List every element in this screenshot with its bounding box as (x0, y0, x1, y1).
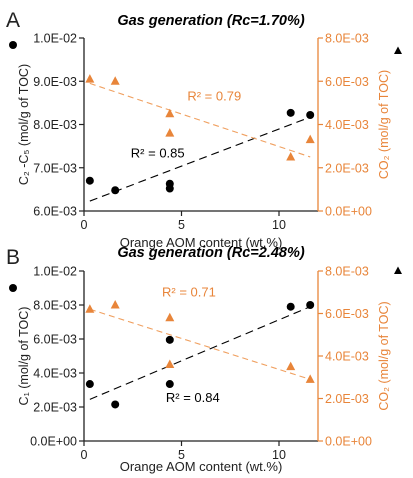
y-tick-label-left: 4.0E-03 (33, 367, 77, 381)
x-tick-label: 0 (81, 448, 88, 462)
y-tick-label-left: 6.0E-03 (33, 333, 77, 347)
y-tick-label-left: 0.0E+00 (30, 435, 77, 449)
right-axis-marker-glyph (394, 46, 402, 54)
data-point-circle (286, 302, 295, 311)
x-tick-label: 0 (81, 218, 88, 232)
y-tick-label-right: 6.0E-03 (325, 307, 369, 321)
x-axis-label: Orange AOM content (wt.%) (120, 459, 283, 474)
y-tick-label-left: 7.0E-03 (33, 161, 77, 175)
x-tick-label: 5 (178, 448, 185, 462)
data-point-triangle (286, 151, 296, 161)
y-tick-label-right: 0.0E+00 (325, 205, 372, 219)
trendline-circle (89, 116, 311, 202)
y-tick-label-right: 4.0E-03 (325, 350, 369, 364)
y-tick-label-right: 2.0E-03 (325, 392, 369, 406)
data-point-circle (85, 176, 94, 185)
data-point-circle (286, 108, 295, 117)
y-axis-label-right: CO₂ (mol/g of TOC) (377, 70, 391, 179)
data-point-triangle (305, 134, 315, 144)
data-point-circle (165, 335, 174, 344)
y-tick-label-right: 8.0E-03 (325, 265, 369, 279)
r2-label-triangle: R² = 0.71 (162, 285, 216, 300)
data-point-circle (306, 301, 315, 309)
y-tick-label-right: 8.0E-03 (325, 32, 369, 46)
y-tick-label-left: 6.0E-03 (33, 205, 77, 219)
y-tick-label-left: 2.0E-03 (33, 401, 77, 415)
chart-panel-a: A Gas generation (Rc=1.70%) 6.0E-03 7.0E-03… (6, 9, 402, 250)
trendline-triangle (89, 82, 311, 158)
data-point-circle (165, 184, 174, 193)
r2-label-circle: R² = 0.84 (166, 390, 220, 405)
r2-label-triangle: R² = 0.79 (187, 89, 241, 104)
data-point-circle (85, 380, 94, 389)
y-axis-label-left: C₁ (mol/g of TOC) (17, 307, 31, 406)
data-point-circle (111, 400, 120, 409)
panel-letter: B (6, 246, 20, 269)
y-tick-label-right: 6.0E-03 (325, 75, 369, 89)
data-point-triangle (85, 74, 95, 83)
y-tick-label-right: 2.0E-03 (325, 161, 369, 175)
data-point-circle (165, 380, 174, 389)
data-point-triangle (305, 374, 315, 383)
right-axis-marker-glyph (394, 266, 402, 274)
trendline-triangle (89, 308, 311, 380)
r2-label-circle: R² = 0.85 (131, 145, 185, 160)
x-tick-label: 10 (272, 218, 286, 232)
data-point-circle (306, 110, 315, 119)
left-axis-marker-glyph (9, 41, 17, 49)
data-point-triangle (165, 359, 175, 368)
chart-panel-b: B Gas generation (Rc=2.48%) 0.0E+00 2.0E-03… (6, 245, 402, 474)
y-tick-label-left: 1.0E-02 (33, 265, 77, 279)
y-tick-label-left: 9.0E-03 (33, 75, 77, 89)
data-point-triangle (110, 300, 120, 309)
y-axis-label-left: C₂ -C₅ (mol/g of TOC) (17, 64, 31, 185)
data-point-triangle (110, 76, 120, 85)
y-tick-label-right: 0.0E+00 (325, 435, 372, 449)
trendline-circle (89, 306, 311, 400)
x-tick-label: 10 (272, 448, 286, 462)
x-axis-label: Orange AOM content (wt.%) (120, 235, 283, 250)
y-tick-label-left: 8.0E-03 (33, 118, 77, 132)
chart-title: Gas generation (Rc=2.48%) (117, 245, 305, 261)
y-tick-label-right: 4.0E-03 (325, 118, 369, 132)
data-point-triangle (165, 108, 175, 118)
y-tick-label-left: 8.0E-03 (33, 299, 77, 313)
y-axis-label-right: CO₂ (mol/g of TOC) (377, 301, 391, 410)
x-tick-label: 5 (178, 218, 185, 232)
data-point-triangle (165, 128, 175, 137)
data-point-triangle (286, 361, 296, 371)
y-tick-label-left: 1.0E-02 (33, 32, 77, 46)
data-point-triangle (165, 312, 175, 322)
data-point-circle (111, 186, 120, 195)
chart-title: Gas generation (Rc=1.70%) (117, 13, 305, 29)
left-axis-marker-glyph (9, 284, 17, 292)
panel-letter: A (6, 9, 20, 32)
data-point-triangle (85, 304, 95, 313)
